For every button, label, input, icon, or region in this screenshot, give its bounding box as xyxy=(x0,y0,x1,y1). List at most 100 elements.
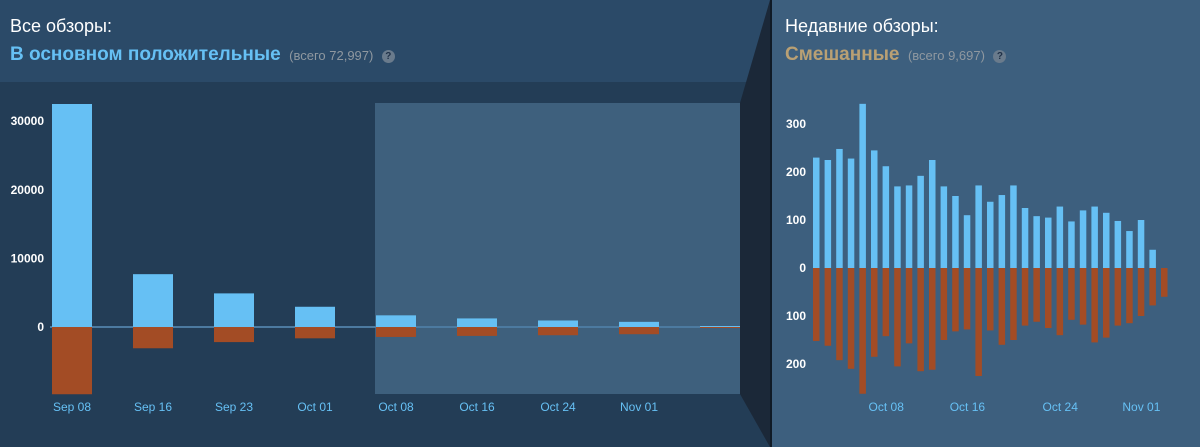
negative-bar xyxy=(457,327,497,336)
x-tick-label: Sep 08 xyxy=(53,400,91,414)
negative-bar xyxy=(1045,268,1052,328)
negative-bar xyxy=(1010,268,1017,340)
positive-bar xyxy=(52,104,92,327)
positive-bar xyxy=(871,150,878,268)
negative-bar xyxy=(214,327,254,343)
negative-bar xyxy=(1079,268,1087,325)
positive-bar xyxy=(457,318,497,327)
recent-review-summary[interactable]: Смешанные xyxy=(785,44,900,65)
negative-bar xyxy=(1126,268,1133,324)
positive-bar xyxy=(1126,231,1133,268)
recent-reviews-panel: Недавние обзоры: Смешанные (всего 9,697)… xyxy=(772,0,1200,447)
positive-bar xyxy=(813,157,820,268)
positive-bar xyxy=(1068,221,1075,268)
positive-bar xyxy=(1010,185,1017,268)
positive-bar xyxy=(1033,216,1040,268)
positive-bar xyxy=(847,158,855,268)
positive-bar xyxy=(700,326,740,327)
negative-bar xyxy=(1021,268,1029,326)
negative-bar xyxy=(894,268,901,367)
negative-bar xyxy=(975,268,982,376)
overall-review-summary[interactable]: В основном положительные xyxy=(10,44,281,65)
positive-bar xyxy=(1114,220,1122,268)
positive-bar xyxy=(859,103,866,268)
negative-bar xyxy=(905,268,913,344)
negative-bar xyxy=(133,327,173,349)
positive-bar xyxy=(1079,210,1087,268)
x-tick-label: Oct 24 xyxy=(1043,400,1079,414)
negative-bar xyxy=(998,268,1006,345)
x-tick-label: Oct 16 xyxy=(950,400,986,414)
x-tick-label: Sep 16 xyxy=(134,400,172,414)
negative-bar xyxy=(963,268,971,330)
question-mark-icon[interactable]: ? xyxy=(381,50,395,63)
positive-bar xyxy=(1045,217,1052,268)
negative-bar xyxy=(847,268,855,369)
negative-bar xyxy=(917,268,924,372)
positive-bar xyxy=(905,185,913,268)
x-tick-label: Oct 08 xyxy=(869,400,905,414)
positive-bar xyxy=(1091,206,1098,268)
negative-bar xyxy=(376,327,416,337)
y-tick-label: 100 xyxy=(786,213,806,227)
y-tick-label: 0 xyxy=(37,320,44,334)
negative-bar xyxy=(813,268,820,341)
positive-bar xyxy=(376,315,416,327)
recent-reviews-chart[interactable]: 300 200 100 0 100 200 Oct 08 Oct 16 Oct 24 Nov 01 xyxy=(772,0,1200,447)
question-mark-icon[interactable]: ? xyxy=(993,50,1007,63)
negative-bar xyxy=(1091,268,1098,343)
negative-bar xyxy=(700,327,740,328)
positive-bar xyxy=(952,196,959,268)
recent-review-total: (всего 9,697) xyxy=(907,48,985,63)
overall-reviews-heading: Все обзоры: xyxy=(10,16,112,36)
x-tick-label: Oct 01 xyxy=(297,400,333,414)
negative-bar xyxy=(538,327,578,336)
positive-bar xyxy=(619,321,659,327)
positive-bar xyxy=(940,186,948,268)
negative-bar xyxy=(1056,268,1064,336)
x-tick-label: Nov 01 xyxy=(1122,400,1160,414)
negative-bar xyxy=(619,327,659,335)
negative-bar xyxy=(987,268,994,331)
overall-summary-line: В основном положительные (всего 72,997) … xyxy=(10,44,395,66)
panel-separator xyxy=(770,0,772,447)
negative-bar xyxy=(52,327,92,395)
negative-bar xyxy=(871,268,878,357)
positive-bar xyxy=(987,201,994,268)
positive-bar xyxy=(1103,212,1110,268)
negative-bar xyxy=(882,268,890,337)
negative-bar xyxy=(1068,268,1075,320)
positive-bar xyxy=(836,148,843,268)
positive-bar xyxy=(963,215,971,268)
recent-reviews-header: Недавние обзоры: Смешанные (всего 9,697)… xyxy=(772,0,1200,82)
positive-bar xyxy=(295,306,335,327)
negative-bar xyxy=(1103,268,1110,338)
positive-bar xyxy=(214,293,254,327)
negative-bar xyxy=(929,268,936,370)
negative-bar xyxy=(1149,268,1156,306)
positive-bar xyxy=(998,195,1006,268)
positive-bar xyxy=(975,185,982,268)
negative-bar xyxy=(940,268,948,340)
negative-bar xyxy=(836,268,843,361)
positive-bar xyxy=(824,160,832,268)
y-tick-label: 30000 xyxy=(11,114,45,128)
negative-bar xyxy=(1137,268,1145,316)
negative-bar xyxy=(1114,268,1122,326)
positive-bar xyxy=(1021,208,1029,268)
positive-bar xyxy=(882,166,890,268)
recent-reviews-heading: Недавние обзоры: xyxy=(785,16,939,36)
x-tick-label: Oct 16 xyxy=(459,400,495,414)
positive-bar xyxy=(1137,220,1145,268)
y-tick-label: 10000 xyxy=(11,251,45,265)
x-tick-label: Nov 01 xyxy=(620,400,658,414)
x-tick-label: Oct 08 xyxy=(378,400,414,414)
positive-bar xyxy=(538,320,578,327)
negative-bar xyxy=(824,268,832,346)
overall-reviews-chart[interactable]: 30000 20000 10000 0 Sep 08 Sep 16 Sep 23 Oct 01… xyxy=(0,0,770,447)
negative-bar xyxy=(1161,268,1168,297)
positive-bar xyxy=(917,175,924,268)
y-tick-label: 200 xyxy=(786,165,806,179)
y-tick-label: 100 xyxy=(786,309,806,323)
selection-range xyxy=(375,103,740,394)
